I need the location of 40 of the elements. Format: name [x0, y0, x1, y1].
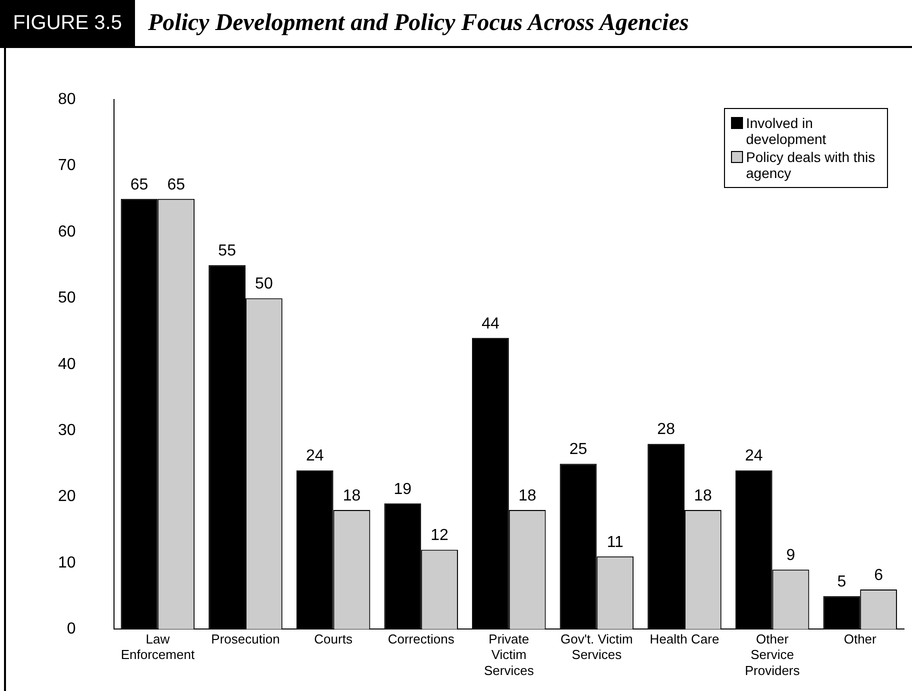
x-tick-label: Prosecution — [211, 632, 280, 647]
data-label: 28 — [657, 421, 676, 438]
data-label: 5 — [837, 574, 846, 591]
data-label: 44 — [482, 315, 500, 332]
data-label: 18 — [694, 487, 712, 504]
x-tick-label: Law Enforcement — [120, 632, 195, 662]
x-tick-label: Courts — [314, 632, 353, 647]
y-tick-label: 40 — [58, 356, 76, 373]
x-tick-label: Corrections — [388, 632, 455, 647]
y-tick-label: 80 — [58, 91, 76, 108]
y-tick-label: 70 — [58, 157, 76, 174]
data-label: 65 — [130, 176, 148, 194]
y-tick-label: 10 — [58, 554, 76, 572]
data-label: 65 — [167, 176, 186, 194]
data-label: 18 — [518, 487, 536, 504]
data-label: 24 — [306, 448, 324, 465]
y-tick-label: 0 — [66, 620, 76, 638]
x-tick-label: Gov't. Victim Services — [560, 632, 633, 662]
data-label: 6 — [874, 566, 884, 584]
x-tick-label: Health Care — [650, 632, 720, 647]
data-label: 9 — [786, 547, 796, 564]
data-label: 11 — [606, 534, 624, 551]
y-tick-label: 20 — [58, 488, 76, 506]
data-label: 12 — [430, 527, 449, 544]
x-tick-label: Other Service Providers — [744, 632, 800, 678]
data-label: 50 — [255, 276, 273, 293]
y-tick-label: 50 — [58, 290, 76, 307]
legend-label: Policy deals with this agency — [746, 148, 876, 181]
data-label: 24 — [744, 448, 763, 465]
data-label: 18 — [342, 487, 361, 504]
data-label: 19 — [394, 480, 412, 498]
chart-title: Policy Development and Policy Focus Across Agencies — [148, 9, 689, 38]
x-tick-label: Other — [844, 632, 878, 647]
caption: FIGURE 3.5 — [0, 0, 135, 46]
data-label: 25 — [569, 441, 588, 458]
y-tick-label: 60 — [58, 223, 76, 240]
y-tick-label: 30 — [58, 422, 76, 440]
legend-label: Involved in development — [746, 114, 828, 147]
data-label: 55 — [218, 242, 236, 260]
x-tick-label: Private Victim Services — [484, 632, 534, 678]
